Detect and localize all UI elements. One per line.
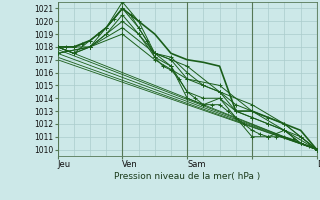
X-axis label: Pression niveau de la mer( hPa ): Pression niveau de la mer( hPa ) — [114, 172, 260, 181]
